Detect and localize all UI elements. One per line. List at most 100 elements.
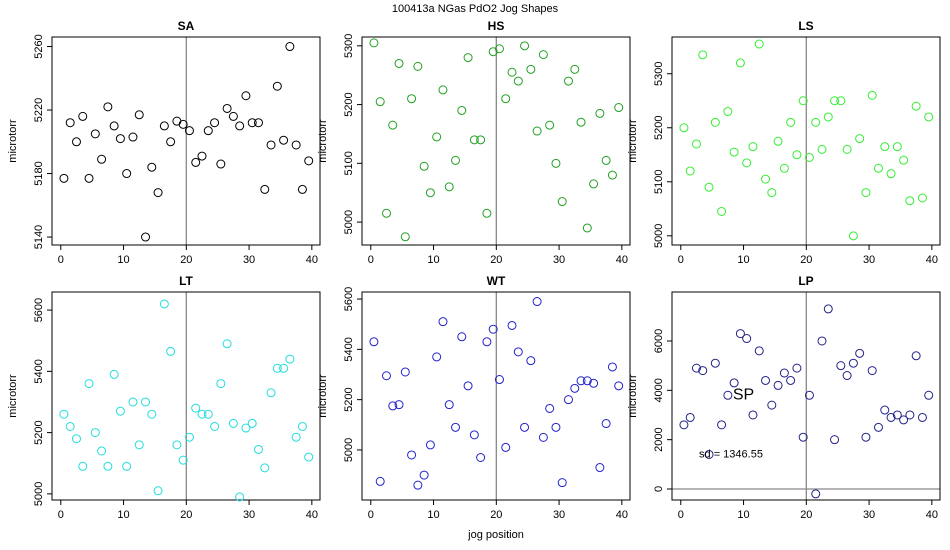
point [216, 159, 226, 169]
y-tick-label: 5200 [653, 116, 665, 140]
point [432, 132, 442, 142]
point [779, 163, 789, 173]
y-tick-label: 5400 [343, 337, 355, 361]
plot-frame [671, 36, 941, 246]
point [607, 362, 617, 372]
x-tick-label: 20 [800, 254, 812, 266]
x-tick-label: 10 [737, 254, 749, 266]
point [754, 346, 764, 356]
point [873, 422, 883, 432]
point [59, 173, 69, 183]
point [197, 409, 207, 419]
point [804, 152, 814, 162]
point [78, 111, 88, 121]
point [817, 144, 827, 154]
point [704, 182, 714, 192]
x-tick-label: 0 [678, 254, 684, 266]
point [704, 449, 714, 459]
point [122, 169, 132, 179]
point [247, 118, 257, 128]
x-axis-label: jog position [467, 529, 524, 541]
point [400, 367, 410, 377]
point [432, 352, 442, 362]
point [494, 375, 504, 385]
x-tick-label: 30 [243, 254, 255, 266]
point [545, 403, 555, 413]
point [241, 423, 251, 433]
point [867, 90, 877, 100]
point [260, 463, 270, 473]
point [698, 50, 708, 60]
point [786, 375, 796, 385]
point [563, 76, 573, 86]
point [159, 299, 169, 309]
point [685, 166, 695, 176]
point [394, 58, 404, 68]
y-axis-label: microtorr [317, 119, 329, 163]
point [469, 430, 479, 440]
point [767, 188, 777, 198]
point [285, 354, 295, 364]
point [253, 444, 263, 454]
point [911, 351, 921, 361]
point [103, 102, 113, 112]
point [84, 173, 94, 183]
point [272, 81, 282, 91]
point [520, 41, 530, 51]
point [538, 432, 548, 442]
point [291, 140, 301, 150]
point [924, 390, 934, 400]
point [570, 64, 580, 74]
point [570, 383, 580, 393]
point [723, 390, 733, 400]
y-tick-label: 5000 [653, 224, 665, 248]
x-tick-label: 30 [553, 254, 565, 266]
point [798, 96, 808, 106]
y-axis-label: microtorr [317, 374, 329, 418]
x-tick-label: 10 [117, 509, 129, 521]
point [419, 470, 429, 480]
point [304, 156, 314, 166]
point [582, 223, 592, 233]
point [172, 116, 182, 126]
point [235, 121, 245, 131]
point [520, 422, 530, 432]
x-tick-label: 20 [180, 509, 192, 521]
point [830, 435, 840, 445]
point [438, 317, 448, 327]
point [141, 397, 151, 407]
point [798, 432, 808, 442]
point [886, 412, 896, 422]
x-tick-label: 20 [800, 509, 812, 521]
point [59, 409, 69, 419]
point [748, 142, 758, 152]
point [507, 67, 517, 77]
x-tick-label: 10 [427, 254, 439, 266]
point [71, 434, 81, 444]
point [407, 450, 417, 460]
x-tick-label: 10 [117, 254, 129, 266]
y-axis-label: microtorr [627, 374, 639, 418]
point [476, 135, 486, 145]
point [551, 422, 561, 432]
point [476, 452, 486, 462]
point [723, 107, 733, 117]
panel-title: HS [488, 19, 505, 33]
point [482, 208, 492, 218]
point [166, 346, 176, 356]
point [905, 410, 915, 420]
point [297, 184, 307, 194]
point [184, 126, 194, 136]
point [97, 446, 107, 456]
point [761, 174, 771, 184]
point [892, 410, 902, 420]
point [235, 492, 245, 502]
point [513, 76, 523, 86]
point [867, 366, 877, 376]
point [717, 420, 727, 430]
point [679, 123, 689, 133]
point [538, 50, 548, 60]
point [228, 418, 238, 428]
x-tick-label: 10 [737, 509, 749, 521]
